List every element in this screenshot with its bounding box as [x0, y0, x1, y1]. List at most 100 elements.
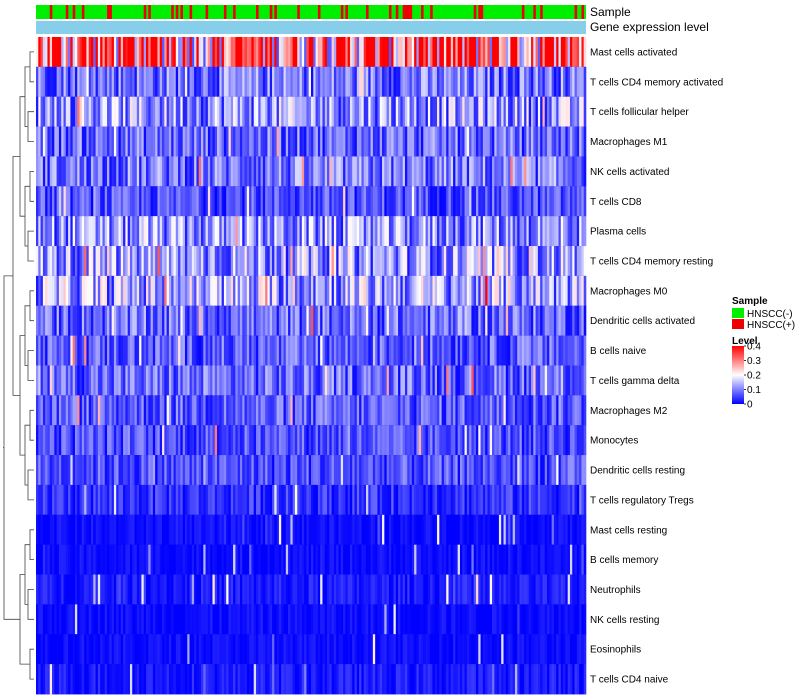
- heatmap-cell: [272, 246, 275, 277]
- heatmap-cell: [219, 37, 222, 68]
- heatmap-cell: [97, 514, 101, 545]
- heatmap-cell: [411, 246, 415, 277]
- heatmap-cell: [285, 126, 289, 157]
- heatmap-cell: [508, 66, 511, 98]
- heatmap-cell: [398, 574, 401, 605]
- heatmap-cell: [386, 186, 390, 217]
- heatmap-cell: [221, 634, 225, 665]
- heatmap-cell: [459, 246, 463, 277]
- heatmap-cell: [189, 395, 193, 426]
- heatmap-cell: [308, 425, 312, 456]
- heatmap-cell: [496, 425, 500, 456]
- heatmap-cell: [244, 305, 248, 336]
- heatmap-cell: [354, 544, 358, 575]
- heatmap-cell: [583, 66, 587, 98]
- heatmap-cell: [466, 335, 470, 366]
- heatmap-cell: [283, 156, 287, 187]
- heatmap-cell: [473, 365, 477, 396]
- heatmap-cell: [253, 514, 257, 545]
- heatmap-cell: [58, 305, 62, 336]
- heatmap-cell: [306, 395, 310, 426]
- heatmap-cell: [162, 246, 165, 277]
- heatmap-cell: [434, 335, 438, 366]
- heatmap-cell: [198, 395, 202, 426]
- heatmap-cell: [510, 216, 513, 247]
- heatmap-cell: [143, 455, 147, 486]
- heatmap-cell: [375, 425, 378, 456]
- heatmap-cell: [230, 514, 234, 545]
- heatmap-cell: [134, 156, 138, 187]
- heatmap-cell: [375, 156, 378, 187]
- heatmap-cell: [526, 455, 530, 486]
- heatmap-cell: [398, 305, 401, 336]
- heatmap-cell: [558, 604, 562, 635]
- heatmap-cell: [579, 484, 582, 516]
- heatmap-cell: [127, 66, 131, 98]
- heatmap-cell: [134, 544, 138, 575]
- heatmap-cell: [74, 544, 78, 575]
- heatmap-cell: [143, 484, 147, 516]
- heatmap-cell: [583, 275, 587, 307]
- heatmap-cell: [107, 37, 110, 68]
- heatmap-cell: [72, 335, 76, 366]
- heatmap-cell: [514, 425, 518, 456]
- heatmap-cell: [40, 126, 44, 157]
- heatmap-cell: [109, 365, 112, 396]
- heatmap-cell: [166, 514, 170, 545]
- heatmap-cell: [535, 275, 539, 307]
- heatmap-cell: [148, 484, 151, 516]
- heatmap-cell: [56, 604, 60, 635]
- heatmap-cell: [127, 425, 131, 456]
- heatmap-cell: [297, 395, 300, 426]
- heatmap-cell: [146, 574, 149, 605]
- heatmap-cell: [301, 604, 305, 635]
- heatmap-cell: [178, 604, 181, 635]
- heatmap-cell: [476, 186, 479, 217]
- heatmap-cell: [49, 246, 53, 277]
- heatmap-cell: [331, 425, 335, 456]
- heatmap-cell: [473, 186, 477, 217]
- heatmap-cell: [214, 634, 218, 665]
- heatmap-cell: [402, 37, 406, 68]
- heatmap-cell: [189, 365, 193, 396]
- heatmap-cell: [368, 335, 371, 366]
- heatmap-cell: [354, 365, 358, 396]
- heatmap-cell: [313, 186, 316, 217]
- heatmap-cell: [178, 455, 181, 486]
- heatmap-cell: [184, 544, 188, 575]
- heatmap-cell: [201, 186, 204, 217]
- heatmap-cell: [304, 66, 307, 98]
- heatmap-cell: [395, 455, 399, 486]
- heatmap-cell: [269, 455, 273, 486]
- heatmap-cell: [102, 96, 106, 127]
- heatmap-cell: [418, 96, 422, 127]
- heatmap-cell: [517, 305, 520, 336]
- heatmap-cell: [414, 156, 417, 187]
- heatmap-cell: [476, 66, 479, 98]
- heatmap-cell: [368, 37, 371, 68]
- heatmap-cell: [439, 544, 442, 575]
- heatmap-cell: [113, 126, 117, 157]
- heatmap-cell: [466, 604, 470, 635]
- heatmap-cell: [407, 216, 410, 247]
- heatmap-cell: [393, 305, 397, 336]
- heatmap-cell: [70, 275, 73, 307]
- heatmap-cell: [38, 574, 41, 605]
- heatmap-cell: [574, 514, 578, 545]
- heatmap-cell: [333, 425, 337, 456]
- heatmap-cell: [65, 514, 69, 545]
- heatmap-cell: [265, 305, 268, 336]
- heatmap-cell: [86, 186, 90, 217]
- heatmap-cell: [272, 425, 275, 456]
- heatmap-cell: [97, 275, 101, 307]
- heatmap-cell: [517, 574, 520, 605]
- heatmap-cell: [443, 455, 447, 486]
- heatmap-cell: [58, 484, 62, 516]
- heatmap-cell: [395, 216, 399, 247]
- heatmap-cell: [262, 275, 266, 307]
- heatmap-cell: [361, 156, 365, 187]
- heatmap-cell: [40, 395, 44, 426]
- heatmap-cell: [157, 186, 161, 217]
- heatmap-cell: [81, 634, 85, 665]
- heatmap-cell: [526, 604, 530, 635]
